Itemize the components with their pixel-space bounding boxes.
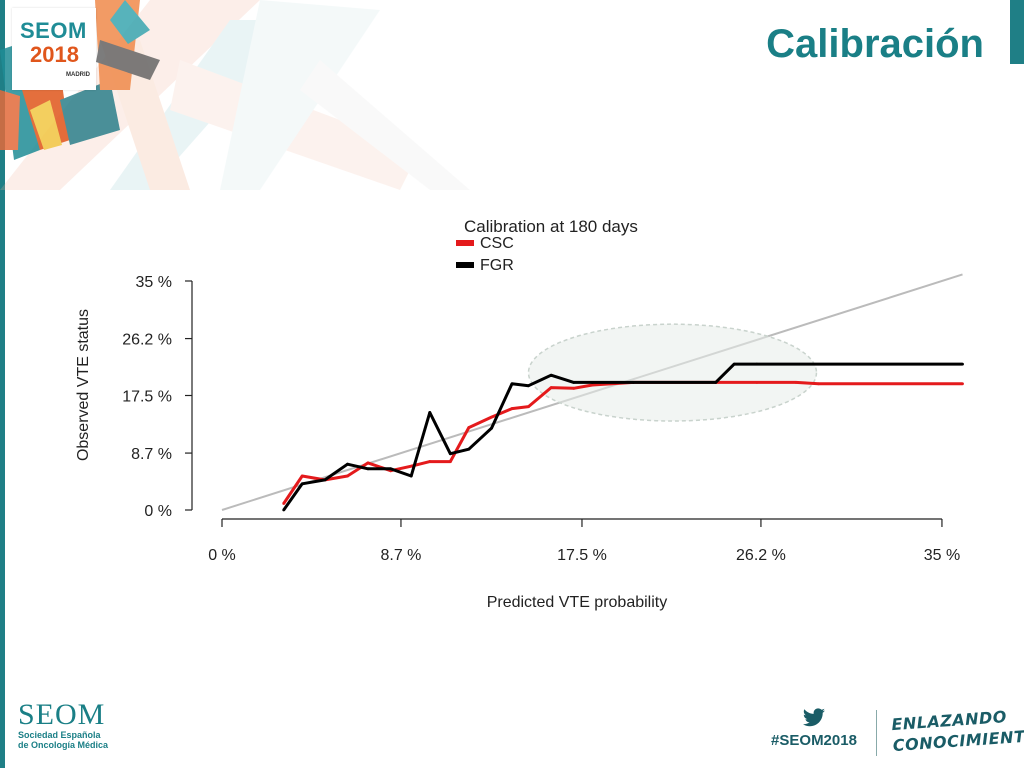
series-point-fgr [282,508,286,512]
series-point-fgr [572,381,576,384]
series-point-fgr [549,373,553,377]
x-axis-label: Predicted VTE probability [487,594,668,611]
series-point-fgr [590,381,594,384]
series-point-csc [467,426,471,429]
chart-title: Calibration at 180 days [464,217,638,236]
slide-title: Calibración [766,22,984,66]
series-point-fgr [323,478,327,482]
series-point-csc [755,381,759,384]
series-point-csc [961,382,964,386]
series-point-fgr [467,447,471,451]
footer-org-name: SEOM [18,698,106,731]
legend-label-csc: CSC [480,235,514,252]
series-point-csc [817,382,820,386]
series-point-fgr [346,462,349,466]
series-point-csc [428,460,432,463]
series-point-fgr [366,467,370,471]
series-point-fgr [409,474,413,478]
series-point-fgr [732,362,736,366]
series-point-fgr [389,467,393,471]
series-point-csc [366,461,370,465]
series-point-csc [549,386,553,390]
event-tagline: ENLAZANDO CONOCIMIENTO [891,705,1024,755]
twitter-icon [803,708,825,727]
x-tick-label: 35 % [924,547,960,564]
series-point-csc [590,383,594,387]
series-line-csc [282,380,963,505]
y-tick-label: 35 % [136,274,172,291]
series-point-fgr [714,381,718,384]
x-tick-label: 0 % [208,547,236,564]
y-axis-label: Observed VTE status [75,309,92,461]
series-point-csc [346,474,349,478]
chart-card: Calibration at 180 days CSC FGR 0 % 8.7 % 17.… [52,190,1012,630]
hashtag-block: #SEOM2018 [766,708,862,749]
series-point-fgr [510,382,514,386]
series-point-fgr [490,426,493,430]
series-point-csc [448,460,452,463]
series-point-fgr [527,384,530,388]
highlight-ellipse [527,323,818,422]
footer-org-sub-2: de Oncología Médica [18,740,109,750]
series-point-fgr [961,362,964,366]
x-tick-label: 26.2 % [736,547,786,564]
x-tick-label: 17.5 % [557,547,607,564]
right-accent-tab [1010,0,1024,64]
y-tick-label: 8.7 % [131,446,172,463]
series-point-csc [510,407,514,410]
left-accent-bar [0,0,5,768]
series-point-csc [300,474,304,478]
series-point-csc [572,386,576,390]
y-tick-label: 26.2 % [122,332,172,349]
series-point-fgr [300,482,304,486]
series-point-csc [282,502,286,505]
decorative-ribbons [0,0,470,190]
footer-org-logo: SEOM Sociedad Española de Oncología Médi… [18,698,109,751]
x-tick-label: 8.7 % [380,547,421,564]
series-point-csc [409,464,413,468]
series-point-fgr [448,452,452,456]
series-point-csc [490,415,493,419]
logo-city: MADRID [66,72,90,78]
event-logo: SEOM 2018 MADRID [12,8,96,90]
event-hashtag: #SEOM2018 [771,732,857,749]
y-tick-label: 17.5 % [122,388,172,405]
series-point-fgr [755,362,759,366]
series-point-fgr [632,381,635,384]
series-point-fgr [428,411,432,414]
logo-line-2: 2018 [30,42,79,67]
footer-divider [876,710,877,756]
series-point-csc [794,381,798,384]
series-point-csc [527,405,530,409]
footer-org-sub-1: Sociedad Española [18,730,101,740]
legend-label-fgr: FGR [480,257,514,274]
logo-line-1: SEOM [20,18,87,43]
y-tick-label: 0 % [144,503,172,520]
